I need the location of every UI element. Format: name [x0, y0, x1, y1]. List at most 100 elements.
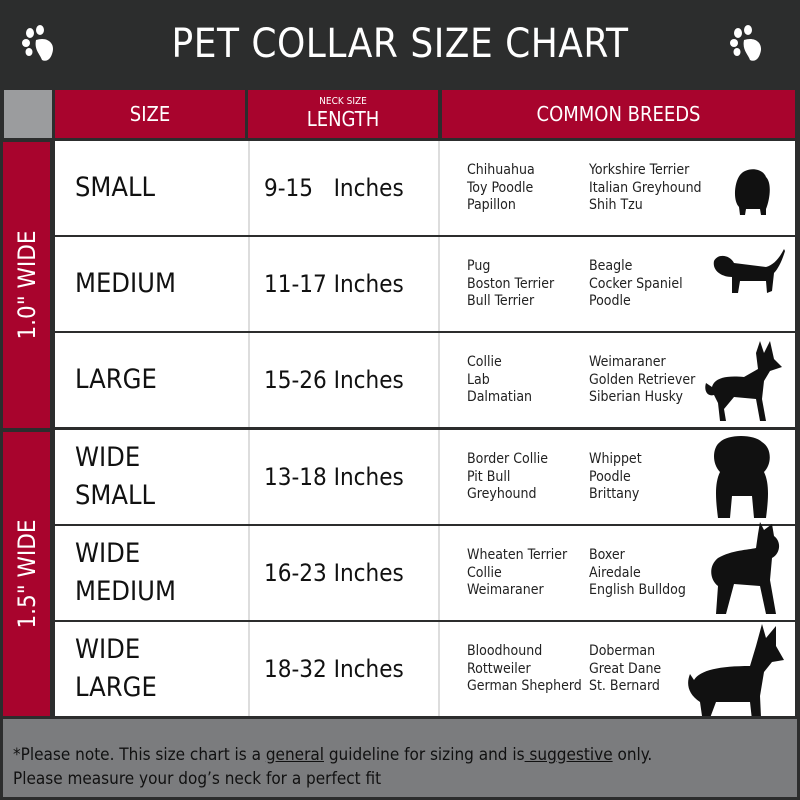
breeds-cell: Bloodhound Rottweiler German Shepherd Dobe…: [442, 622, 795, 738]
header-length-label: LENGTH: [306, 107, 380, 131]
breed-name: Pug: [467, 257, 491, 274]
breed-name: Yorkshire Terrier: [589, 161, 690, 178]
footer-text: only.: [612, 745, 653, 765]
breed-name: Greyhound: [467, 485, 537, 502]
header-breeds: COMMON BREEDS: [442, 90, 795, 138]
breed-name: Shih Tzu: [589, 196, 643, 213]
size-cell: WIDE SMALLWIDESMALL: [55, 430, 245, 524]
footer-line-1: *Please note. This size chart is a gener…: [13, 743, 797, 767]
breed-list: Doberman Great Dane St. Bernard: [589, 643, 661, 696]
breeds-cell: Collie Lab Dalmatian Weimaraner Golden Retr…: [442, 333, 795, 427]
size-cell: MEDIUMMEDIUM: [55, 237, 245, 331]
size-cell: WIDE LARGEWIDELARGE: [55, 622, 245, 716]
breed-list: Collie Lab Dalmatian: [467, 354, 532, 407]
length-value: 13-18 Inches: [264, 463, 404, 491]
length-value: 18-32 Inches: [264, 655, 404, 683]
length-cell: 15-26 Inches: [248, 333, 440, 427]
breed-name: Doberman: [589, 642, 656, 659]
breed-list: Bloodhound Rottweiler German Shepherd: [467, 643, 582, 696]
breed-name: Border Collie: [467, 450, 548, 467]
breed-name: Golden Retriever: [589, 371, 696, 388]
breed-name: Collie: [467, 353, 502, 370]
bulldog-icon: [714, 436, 770, 518]
breed-name: Italian Greyhound: [589, 179, 702, 196]
breed-name: Great Dane: [589, 660, 662, 677]
size-word: WIDE: [75, 538, 141, 569]
small-dog-icon: [734, 169, 770, 215]
length-value: 16-23 Inches: [264, 559, 404, 587]
group-1in-wide: 1.0" WIDE: [3, 142, 50, 428]
breed-name: Rottweiler: [467, 660, 531, 677]
header-length: NECK SIZE LENGTH: [248, 90, 438, 138]
breed-name: Dalmatian: [467, 388, 533, 405]
breeds-cell: Chihuahua Toy Poodle Papillon Yorkshire Te…: [442, 141, 795, 235]
table-row: LARGELARGE 15-26 Inches CollieLabDalmati…: [55, 333, 795, 427]
breeds-cell: Border Collie Pit Bull Greyhound Whippet Po…: [442, 430, 795, 524]
breed-name: English Bulldog: [589, 581, 686, 598]
breed-list: Chihuahua Toy Poodle Papillon: [467, 162, 535, 215]
size-word: WIDE: [75, 634, 141, 665]
table-row: WIDE LARGEWIDELARGE 18-32 Inches Bloodho…: [55, 622, 795, 738]
size-cell: LARGELARGE: [55, 333, 245, 427]
breed-name: Pit Bull: [467, 468, 511, 485]
size-word: LARGE: [75, 364, 157, 395]
breed-list: Wheaten Terrier Collie Weimaraner: [467, 547, 567, 600]
breed-name: Poodle: [589, 468, 631, 485]
breeds-cell: Pug Boston Terrier Bull Terrier Beagle Cock…: [442, 237, 795, 331]
size-word: WIDE: [75, 442, 141, 473]
breed-list: Boxer Airedale English Bulldog: [589, 547, 686, 600]
breed-list: Yorkshire Terrier Italian Greyhound Shih T…: [589, 162, 702, 215]
footer-note: *Please note. This size chart is a gener…: [0, 716, 800, 800]
breed-name: Boston Terrier: [467, 275, 555, 292]
breed-name: Collie: [467, 564, 502, 581]
breed-list: Weimaraner Golden Retriever Siberian Husky: [589, 354, 695, 407]
length-cell: 13-18 Inches: [248, 430, 440, 524]
breed-name: Cocker Spaniel: [589, 275, 683, 292]
size-word: SMALL: [75, 480, 156, 511]
length-cell: 11-17 Inches: [248, 237, 440, 331]
pitbull-icon: [711, 522, 780, 614]
breeds-cell: Wheaten Terrier Collie Weimaraner Boxer Air…: [442, 522, 795, 620]
group-label: 1.5" WIDE: [12, 519, 41, 629]
size-cell: SMALLSMALL: [55, 141, 245, 235]
length-value: 9-15 Inches: [264, 174, 404, 202]
footer-text: guideline for sizing and is: [323, 745, 525, 765]
breed-name: Boxer: [589, 546, 625, 563]
header-size-label: SIZE: [129, 102, 171, 126]
breed-name: St. Bernard: [589, 677, 660, 694]
dachshund-icon: [713, 249, 785, 293]
size-word: LARGE: [75, 672, 157, 703]
page-title: PET COLLAR SIZE CHART: [171, 21, 629, 67]
size-word: SMALL: [75, 172, 156, 203]
breed-name: Toy Poodle: [467, 179, 534, 196]
breed-name: Bull Terrier: [467, 292, 535, 309]
corner-cell: [4, 90, 52, 138]
group-1-5in-wide: 1.5" WIDE: [3, 432, 50, 716]
breed-list: Border Collie Pit Bull Greyhound: [467, 451, 548, 504]
breed-name: Bloodhound: [467, 642, 543, 659]
breed-name: German Shepherd: [467, 677, 582, 694]
length-cell: 16-23 Inches: [248, 526, 440, 620]
size-cell: WIDE MEDIUMWIDEMEDIUM: [55, 526, 245, 620]
paw-icon: [22, 25, 54, 61]
breed-name: Whippet: [589, 450, 642, 467]
size-word: MEDIUM: [75, 268, 176, 299]
breed-name: Wheaten Terrier: [467, 546, 568, 563]
footer-text: *Please note. This size chart is a: [13, 745, 266, 765]
breed-name: Weimaraner: [589, 353, 666, 370]
header-neck-size-label: NECK SIZE: [319, 96, 367, 107]
length-value: 15-26 Inches: [264, 366, 404, 394]
breed-name: Beagle: [589, 257, 633, 274]
length-cell: 18-32 Inches: [248, 622, 440, 716]
header-breeds-label: COMMON BREEDS: [536, 102, 701, 126]
shepherd-dog-icon: [705, 341, 782, 421]
footer-line-2: Please measure your dog’s neck for a per…: [13, 769, 382, 789]
breed-name: Airedale: [589, 564, 641, 581]
breed-list: Whippet Poodle Brittany: [589, 451, 642, 504]
breed-name: Weimaraner: [467, 581, 544, 598]
footer-underlined: suggestive: [524, 745, 613, 765]
breed-name: Brittany: [589, 485, 640, 502]
header-size: SIZE: [55, 90, 245, 138]
paw-icon: [730, 25, 762, 61]
